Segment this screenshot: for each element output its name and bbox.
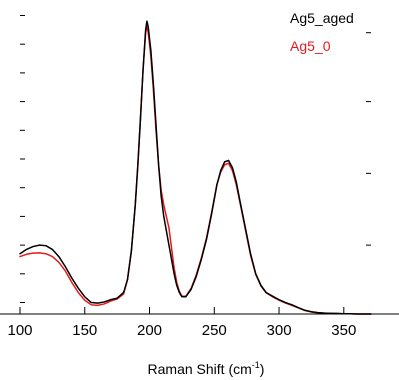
x-tick-label: 250	[202, 322, 227, 339]
x-tick-label: 200	[137, 322, 162, 339]
series-line-ag5-0	[19, 26, 372, 315]
x-axis-ticks: 100 150 200 250 300 350	[7, 307, 356, 339]
legend-entry-ag5-aged: Ag5_aged	[290, 10, 354, 26]
x-axis-title-suffix: )	[260, 361, 265, 377]
x-tick-label: 150	[72, 322, 97, 339]
legend: Ag5_aged Ag5_0	[290, 10, 354, 54]
x-tick-label: 300	[267, 322, 292, 339]
x-axis-title-main: Raman Shift (cm	[148, 361, 252, 377]
series-group	[19, 20, 372, 315]
left-axis-ticks	[20, 14, 25, 304]
right-axis-ticks	[366, 32, 371, 246]
x-tick-label: 350	[331, 322, 356, 339]
x-axis-title: Raman Shift (cm-1)	[148, 360, 265, 377]
legend-entry-ag5-0: Ag5_0	[290, 38, 331, 54]
x-tick-label: 100	[7, 322, 32, 339]
x-axis-title-superscript: -1	[252, 360, 260, 370]
series-line-ag5-aged	[19, 20, 372, 315]
